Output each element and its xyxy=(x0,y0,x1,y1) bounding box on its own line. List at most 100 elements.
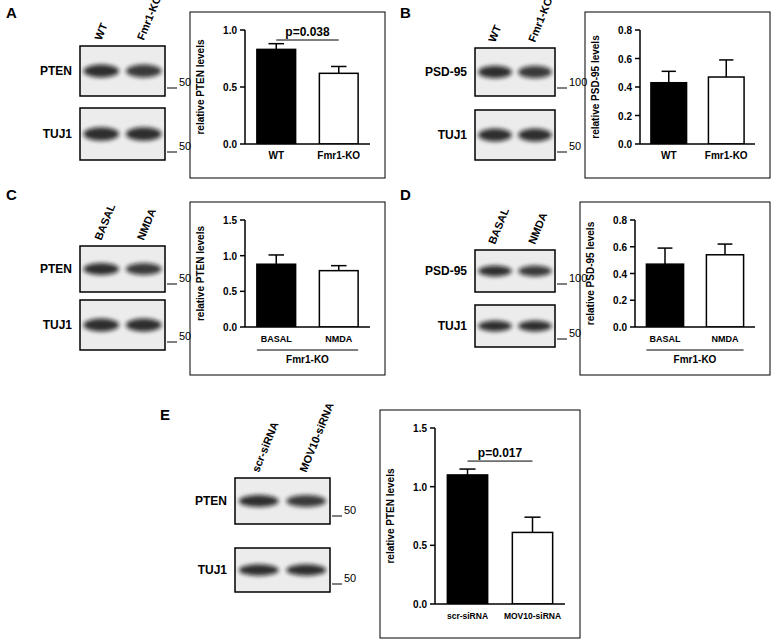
lane-label: BASAL xyxy=(486,206,511,246)
bar xyxy=(319,271,358,327)
y-tick-label: 0.8 xyxy=(618,25,632,36)
panel-letter: C xyxy=(6,186,17,203)
error-bar xyxy=(719,60,733,77)
bars xyxy=(257,255,358,327)
y-tick-label: 0.4 xyxy=(618,82,632,93)
marker-label: 50 xyxy=(344,504,356,516)
bar xyxy=(257,49,296,144)
blot-frame xyxy=(235,548,330,592)
chart-frame xyxy=(190,12,385,178)
annotation-line xyxy=(276,40,339,41)
lane-label: WT xyxy=(92,21,110,42)
error-stem xyxy=(276,255,278,264)
y-tick xyxy=(630,219,635,221)
chart-frame xyxy=(580,202,770,375)
y-tick-label: 0.5 xyxy=(413,540,427,551)
marker-line xyxy=(557,152,567,153)
panel-letter: E xyxy=(160,406,170,423)
blot-band xyxy=(83,127,119,141)
y-tick-label: 0.0 xyxy=(223,139,237,150)
marker-line xyxy=(167,284,177,285)
row-label: TUJ1 xyxy=(198,563,228,577)
blot-band xyxy=(126,127,162,141)
y-axis-label: relative PSD-95 levels xyxy=(585,221,596,325)
y-tick-label: 0.0 xyxy=(413,599,427,610)
marker-line xyxy=(167,342,177,343)
y-tick-label: 1.0 xyxy=(223,251,237,262)
bars xyxy=(447,469,552,604)
y-axis-line xyxy=(434,428,436,604)
y-tick xyxy=(430,603,435,605)
y-tick xyxy=(240,219,245,221)
y-tick xyxy=(430,486,435,488)
error-bar xyxy=(331,66,347,73)
group-line xyxy=(646,350,743,351)
panel: AWTFmr1-KOPTEN50TUJ150relative PTEN leve… xyxy=(6,0,385,178)
error-bar xyxy=(269,255,285,264)
y-tick-label: 1.5 xyxy=(223,215,237,226)
bar xyxy=(257,264,296,327)
bars xyxy=(646,244,743,327)
y-tick-label: 1.0 xyxy=(413,482,427,493)
bar xyxy=(447,475,487,604)
row-label: PTEN xyxy=(195,494,227,508)
marker-label: 50 xyxy=(569,327,581,339)
error-stem xyxy=(668,71,670,82)
figure: AWTFmr1-KOPTEN50TUJ150relative PTEN leve… xyxy=(0,0,778,644)
x-tick-label: Fmr1-KO xyxy=(705,150,748,161)
y-tick xyxy=(635,143,640,145)
row-label: TUJ1 xyxy=(438,128,468,142)
x-axis-line xyxy=(640,143,755,145)
blot-band xyxy=(126,65,162,78)
blot-band xyxy=(83,319,119,332)
annotation-line xyxy=(468,461,533,462)
row-label: TUJ1 xyxy=(43,127,73,141)
y-axis-label: relative PTEN levels xyxy=(195,226,206,321)
error-cap xyxy=(718,243,733,245)
error-cap xyxy=(269,43,285,45)
y-tick-label: 0.5 xyxy=(223,286,237,297)
blot-band xyxy=(518,321,552,332)
y-tick xyxy=(630,246,635,248)
bar xyxy=(646,264,683,327)
lane-label: Fmr1-KO xyxy=(526,0,555,44)
error-cap xyxy=(331,265,347,267)
y-tick-label: 0.6 xyxy=(618,54,632,65)
bars xyxy=(651,60,744,144)
y-tick xyxy=(240,143,245,145)
blot-frame xyxy=(475,110,555,160)
y-tick-label: 0.0 xyxy=(223,322,237,333)
blot-band xyxy=(83,65,119,78)
bar xyxy=(319,73,358,144)
marker-line xyxy=(332,584,342,585)
blot-frame xyxy=(475,305,555,347)
error-bar xyxy=(658,248,673,264)
x-tick-label: MOV10-siRNA xyxy=(504,611,561,621)
error-cap xyxy=(658,247,673,249)
marker-label: 50 xyxy=(344,572,356,584)
y-tick xyxy=(635,58,640,60)
bars xyxy=(257,44,358,144)
blot-frame xyxy=(80,46,165,96)
y-tick-label: 0.0 xyxy=(618,139,632,150)
blot-frame xyxy=(80,108,165,160)
x-tick-label: Fmr1-KO xyxy=(317,150,360,161)
y-tick-label: 0.0 xyxy=(613,322,627,333)
error-stem xyxy=(724,244,726,255)
marker-label: 50 xyxy=(179,272,191,284)
marker-label: 50 xyxy=(179,76,191,88)
row-label: PTEN xyxy=(40,262,72,276)
y-tick-label: 0.8 xyxy=(613,215,627,226)
error-bar xyxy=(459,469,475,475)
y-tick xyxy=(240,326,245,328)
marker-label: 50 xyxy=(179,330,191,342)
x-axis-line xyxy=(635,326,755,328)
blot-band xyxy=(239,495,279,507)
row-label: TUJ1 xyxy=(438,319,468,333)
row-label: PSD-95 xyxy=(425,65,467,79)
y-tick xyxy=(240,255,245,257)
x-tick-label: WT xyxy=(268,150,284,161)
x-axis-line xyxy=(245,143,370,145)
blot-band xyxy=(83,263,119,275)
x-axis-line xyxy=(245,326,370,328)
